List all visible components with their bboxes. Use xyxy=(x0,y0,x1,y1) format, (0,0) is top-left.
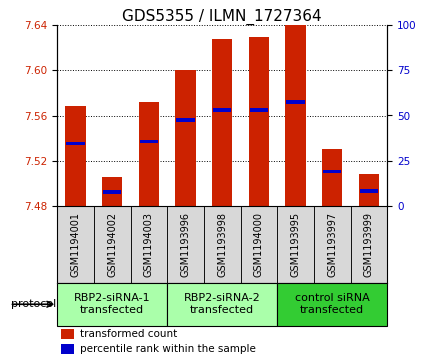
Bar xyxy=(61,344,74,354)
Text: GSM1193995: GSM1193995 xyxy=(290,212,301,277)
Bar xyxy=(57,283,167,326)
Bar xyxy=(57,205,94,283)
Text: GSM1193998: GSM1193998 xyxy=(217,212,227,277)
Bar xyxy=(323,170,341,174)
Bar xyxy=(103,190,121,194)
Bar xyxy=(212,39,232,205)
Text: RBP2-siRNA-1
transfected: RBP2-siRNA-1 transfected xyxy=(74,293,150,315)
Bar xyxy=(176,118,194,122)
Bar xyxy=(286,25,306,205)
Title: GDS5355 / ILMN_1727364: GDS5355 / ILMN_1727364 xyxy=(122,9,322,25)
Text: control siRNA
transfected: control siRNA transfected xyxy=(295,293,370,315)
Bar xyxy=(140,140,158,143)
Bar xyxy=(277,283,387,326)
Bar xyxy=(314,205,351,283)
Text: transformed count: transformed count xyxy=(81,329,178,339)
Bar xyxy=(131,205,167,283)
Text: GSM1193996: GSM1193996 xyxy=(180,212,191,277)
Bar xyxy=(66,106,86,205)
Bar xyxy=(213,108,231,111)
Text: GSM1193999: GSM1193999 xyxy=(364,212,374,277)
Bar xyxy=(277,205,314,283)
Bar xyxy=(139,102,159,205)
Text: RBP2-siRNA-2
transfected: RBP2-siRNA-2 transfected xyxy=(184,293,260,315)
Bar xyxy=(167,283,277,326)
Text: GSM1194003: GSM1194003 xyxy=(144,212,154,277)
Bar xyxy=(66,142,84,145)
Text: GSM1194001: GSM1194001 xyxy=(70,212,81,277)
Bar xyxy=(286,100,304,104)
Bar xyxy=(359,174,379,205)
Text: percentile rank within the sample: percentile rank within the sample xyxy=(81,344,256,354)
Bar xyxy=(241,205,277,283)
Bar xyxy=(176,70,196,205)
Bar xyxy=(360,189,378,193)
Bar xyxy=(102,178,122,205)
Bar xyxy=(351,205,387,283)
Bar xyxy=(250,108,268,111)
Bar xyxy=(167,205,204,283)
Text: GSM1194002: GSM1194002 xyxy=(107,212,117,277)
Bar xyxy=(204,205,241,283)
Bar xyxy=(322,149,342,205)
Bar xyxy=(249,37,269,205)
Bar xyxy=(61,329,74,339)
Text: protocol: protocol xyxy=(11,299,56,309)
Text: GSM1193997: GSM1193997 xyxy=(327,212,337,277)
Bar xyxy=(94,205,131,283)
Text: GSM1194000: GSM1194000 xyxy=(254,212,264,277)
